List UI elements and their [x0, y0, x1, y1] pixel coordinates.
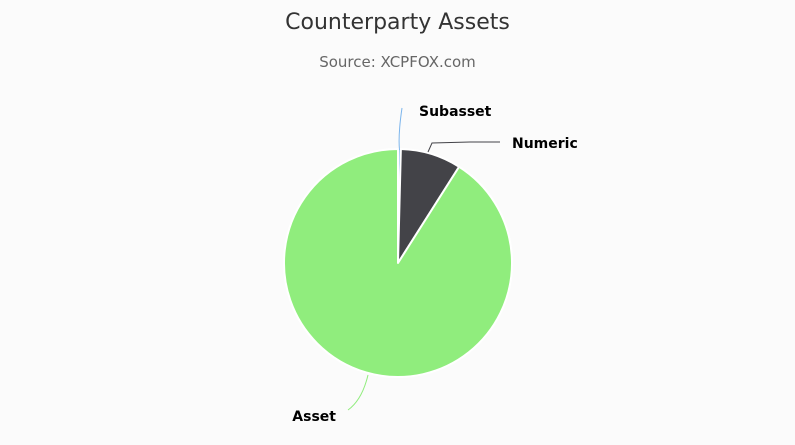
- pie-slices: [283, 148, 513, 378]
- connector-line-subasset: [398, 107, 403, 151]
- pie-slice-asset[interactable]: [283, 148, 513, 378]
- pie-labels: Subasset Numeric Asset: [292, 104, 577, 425]
- connector-line-asset: [347, 374, 369, 411]
- chart-title: Counterparty Assets: [285, 10, 510, 35]
- connector-line-numeric: [427, 141, 500, 153]
- slice-label-asset: Asset: [292, 409, 336, 425]
- slice-label-subasset: Subasset: [419, 104, 492, 120]
- chart-subtitle: Source: XCPFOX.com: [319, 53, 476, 71]
- slice-label-numeric: Numeric: [512, 136, 578, 152]
